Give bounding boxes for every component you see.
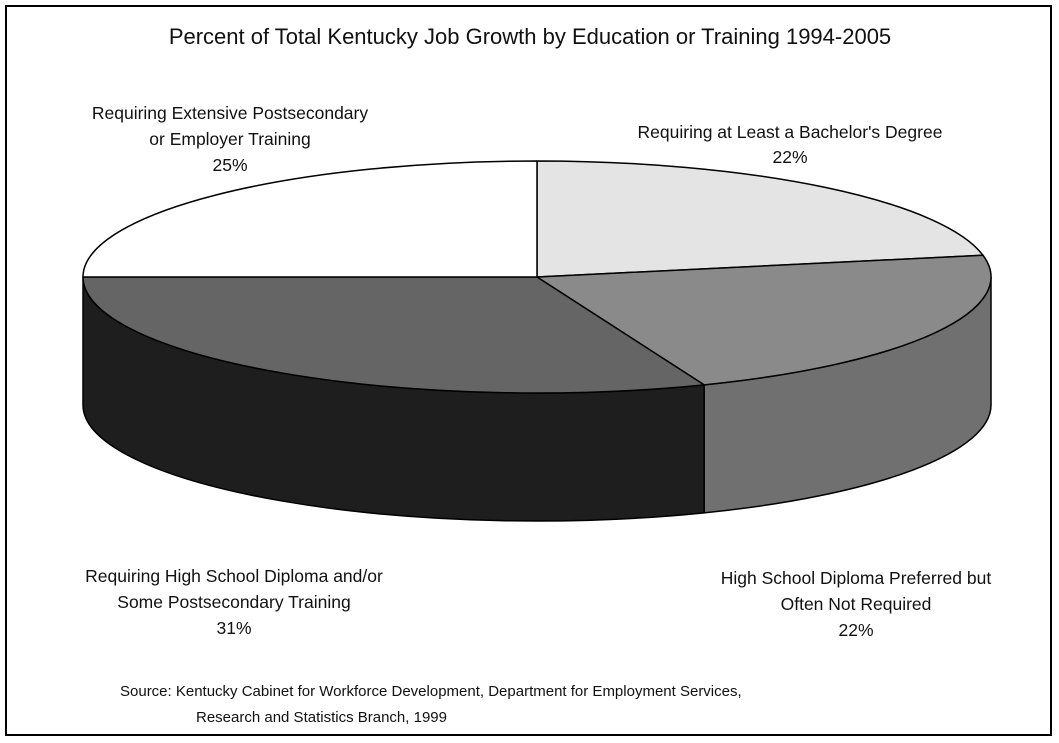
pie-tops	[82, 160, 992, 394]
slice-label-hs-preferred-line2: Often Not Required	[781, 594, 932, 614]
slice-label-hs-diploma-line2: Some Postsecondary Training	[117, 592, 350, 612]
slice-label-bachelors: Requiring at Least a Bachelor's Degree	[638, 122, 943, 142]
chart-title: Percent of Total Kentucky Job Growth by …	[169, 24, 891, 49]
slice-label-hs-diploma-line1: Requiring High School Diploma and/or	[85, 566, 383, 586]
slice-percent-hs-diploma: 31%	[216, 618, 251, 638]
source-line1: Source: Kentucky Cabinet for Workforce D…	[120, 683, 742, 700]
source-line2: Research and Statistics Branch, 1999	[196, 709, 447, 726]
pie-slice-hs-diploma	[82, 276, 705, 394]
slice-percent-bachelors: 22%	[772, 147, 807, 167]
slice-label-extensive-line2: or Employer Training	[149, 129, 310, 149]
pie-slice-hs-preferred	[536, 254, 992, 386]
slice-label-hs-preferred-line1: High School Diploma Preferred but	[721, 568, 992, 588]
slice-percent-extensive: 25%	[212, 155, 247, 175]
pie-slice-bachelors	[536, 160, 984, 278]
slice-percent-hs-preferred: 22%	[838, 620, 873, 640]
slice-label-extensive-line1: Requiring Extensive Postsecondary	[92, 103, 369, 123]
pie-slice-extensive	[82, 160, 538, 278]
